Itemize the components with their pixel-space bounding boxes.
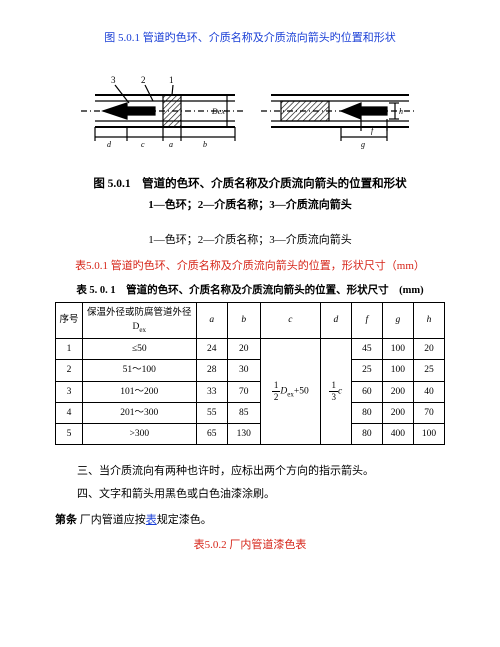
- th-b: b: [227, 302, 260, 339]
- svg-text:g: g: [361, 140, 365, 149]
- table-cell: 201～300: [82, 402, 196, 423]
- svg-text:c: c: [141, 140, 145, 149]
- table-cell: 33: [196, 381, 227, 402]
- table-5-0-1: 表 5. 0. 1 管道的色环、介质名称及介质流向箭头的位置、形状尺寸 (mm)…: [55, 283, 445, 446]
- table-cell: 55: [196, 402, 227, 423]
- table-cell: 1: [56, 339, 83, 360]
- table-cell: 101～200: [82, 381, 196, 402]
- fig-caption-top: 图 5.0.1 管道旳色环、介质名称及介质流向箭头旳位置和形状: [55, 30, 445, 47]
- th-d: d: [320, 302, 351, 339]
- figure-5-0-1: 3 2 1 d c a b Dex: [55, 61, 445, 167]
- svg-text:2: 2: [141, 75, 146, 85]
- table-cell: 100: [382, 339, 413, 360]
- table-cell: 28: [196, 360, 227, 381]
- table-cell: 100: [382, 360, 413, 381]
- section-text-2: 规定漆色。: [157, 514, 212, 526]
- table-cell: 5: [56, 424, 83, 445]
- table-row: 4201～3005585 8020070: [56, 402, 445, 423]
- table-cell: ≤50: [82, 339, 196, 360]
- svg-text:Dex: Dex: [211, 107, 225, 116]
- fig-sub-caption: 1—色环；2—介质名称；3—介质流向箭头: [55, 197, 445, 214]
- th-dia: 保温外径或防腐管道外径Dex: [82, 302, 196, 339]
- section-line: 第条 厂内管道应按表规定漆色。: [55, 512, 445, 529]
- table-cell: 20: [413, 339, 444, 360]
- svg-text:1: 1: [169, 75, 174, 85]
- table-cell: 70: [227, 381, 260, 402]
- table-cell: 30: [227, 360, 260, 381]
- table-row: 3101～2003370 6020040: [56, 381, 445, 402]
- table-cell-c: 12Dex+50: [260, 339, 320, 445]
- para-3: 三、当介质流向有两种也许时，应标出两个方向的指示箭头。: [55, 463, 445, 480]
- section-label: 第条: [55, 514, 77, 526]
- table-body: 1≤50242012Dex+5013c4510020251～1002830251…: [56, 339, 445, 445]
- table-cell-d: 13c: [320, 339, 351, 445]
- section-table-link[interactable]: 表: [146, 514, 157, 526]
- th-c: c: [260, 302, 320, 339]
- section-text-1: 厂内管道应按: [77, 514, 146, 526]
- table-cell: 130: [227, 424, 260, 445]
- para-4: 四、文字和箭头用黑色或白色油漆涂刷。: [55, 486, 445, 503]
- svg-text:d: d: [107, 140, 112, 149]
- table-cell: 24: [196, 339, 227, 360]
- table-cell: 200: [382, 381, 413, 402]
- table-5-0-1-caption-red: 表5.0.1 管道旳色环、介质名称及介质流向箭头的位置，形状尺寸（mm）: [55, 258, 445, 275]
- table-row: 251～1002830 2510025: [56, 360, 445, 381]
- table-5-0-1-inner-caption: 表 5. 0. 1 管道的色环、介质名称及介质流向箭头的位置、形状尺寸 (mm): [55, 283, 445, 299]
- fig-plain-caption: 1—色环；2—介质名称；3—介质流向箭头: [55, 232, 445, 249]
- table-cell: 3: [56, 381, 83, 402]
- table-cell: 40: [413, 381, 444, 402]
- table-cell: 200: [382, 402, 413, 423]
- table-row: 5>30065130 80400100: [56, 424, 445, 445]
- th-g: g: [382, 302, 413, 339]
- dim-table: 序号 保温外径或防腐管道外径Dex a b c d f g h 1≤502420…: [55, 302, 445, 446]
- table-cell: 100: [413, 424, 444, 445]
- table-cell: 20: [227, 339, 260, 360]
- table-cell: 60: [351, 381, 382, 402]
- page: 图 5.0.1 管道旳色环、介质名称及介质流向箭头旳位置和形状: [0, 0, 500, 647]
- svg-text:b: b: [203, 140, 207, 149]
- fig-bold-caption: 图 5.0.1 管道的色环、介质名称及介质流向箭头的位置和形状: [55, 176, 445, 193]
- table-cell: 51～100: [82, 360, 196, 381]
- table-cell: 25: [351, 360, 382, 381]
- svg-text:3: 3: [111, 75, 116, 85]
- svg-text:h: h: [399, 107, 403, 116]
- svg-text:a: a: [169, 140, 173, 149]
- table-cell: >300: [82, 424, 196, 445]
- table-header-row: 序号 保温外径或防腐管道外径Dex a b c d f g h: [56, 302, 445, 339]
- th-seq: 序号: [56, 302, 83, 339]
- table-cell: 400: [382, 424, 413, 445]
- table-cell: 2: [56, 360, 83, 381]
- pipe-diagram-svg: 3 2 1 d c a b Dex: [75, 61, 425, 161]
- th-h: h: [413, 302, 444, 339]
- th-f: f: [351, 302, 382, 339]
- th-a: a: [196, 302, 227, 339]
- table-cell: 25: [413, 360, 444, 381]
- table-cell: 80: [351, 402, 382, 423]
- table-5-0-2-caption: 表5.0.2 厂内管道漆色表: [55, 537, 445, 554]
- table-cell: 80: [351, 424, 382, 445]
- table-cell: 65: [196, 424, 227, 445]
- table-cell: 45: [351, 339, 382, 360]
- table-cell: 70: [413, 402, 444, 423]
- table-cell: 4: [56, 402, 83, 423]
- table-cell: 85: [227, 402, 260, 423]
- table-row: 1≤50242012Dex+5013c4510020: [56, 339, 445, 360]
